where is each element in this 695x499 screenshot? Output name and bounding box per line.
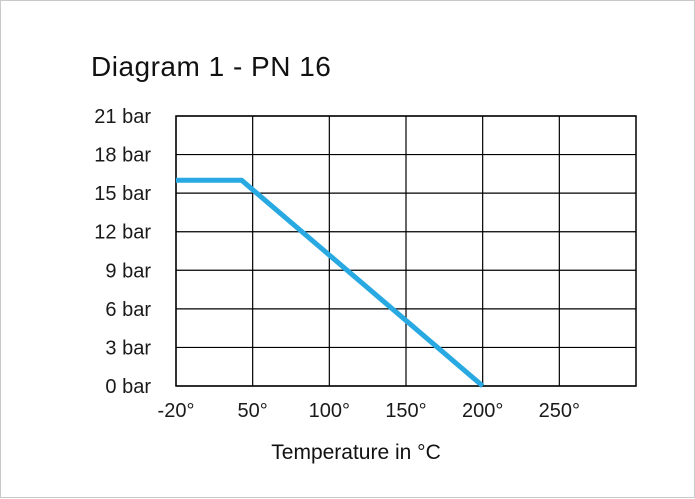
x-axis-title: Temperature in °C — [271, 441, 441, 464]
y-tick-label: 6 bar — [105, 299, 151, 321]
x-tick-label: 250° — [539, 400, 580, 422]
pressure-limit-line — [176, 177, 485, 388]
plot-border — [175, 115, 637, 387]
y-tick-label: 0 bar — [105, 376, 151, 398]
x-tick-label: 200° — [462, 400, 503, 422]
x-tick-label: 150° — [385, 400, 426, 422]
y-tick-label: 9 bar — [105, 260, 151, 282]
y-tick-label: 15 bar — [94, 183, 151, 205]
x-tick-label: 50° — [238, 400, 268, 422]
y-tick-label: 3 bar — [105, 337, 151, 359]
chart-title: Diagram 1 - PN 16 — [91, 51, 332, 82]
y-tick-label: 18 bar — [94, 145, 151, 167]
y-tick-label: 21 bar — [94, 106, 151, 128]
x-tick-label: -20° — [158, 400, 195, 422]
y-tick-label: 12 bar — [94, 222, 151, 244]
x-tick-label: 100° — [309, 400, 350, 422]
